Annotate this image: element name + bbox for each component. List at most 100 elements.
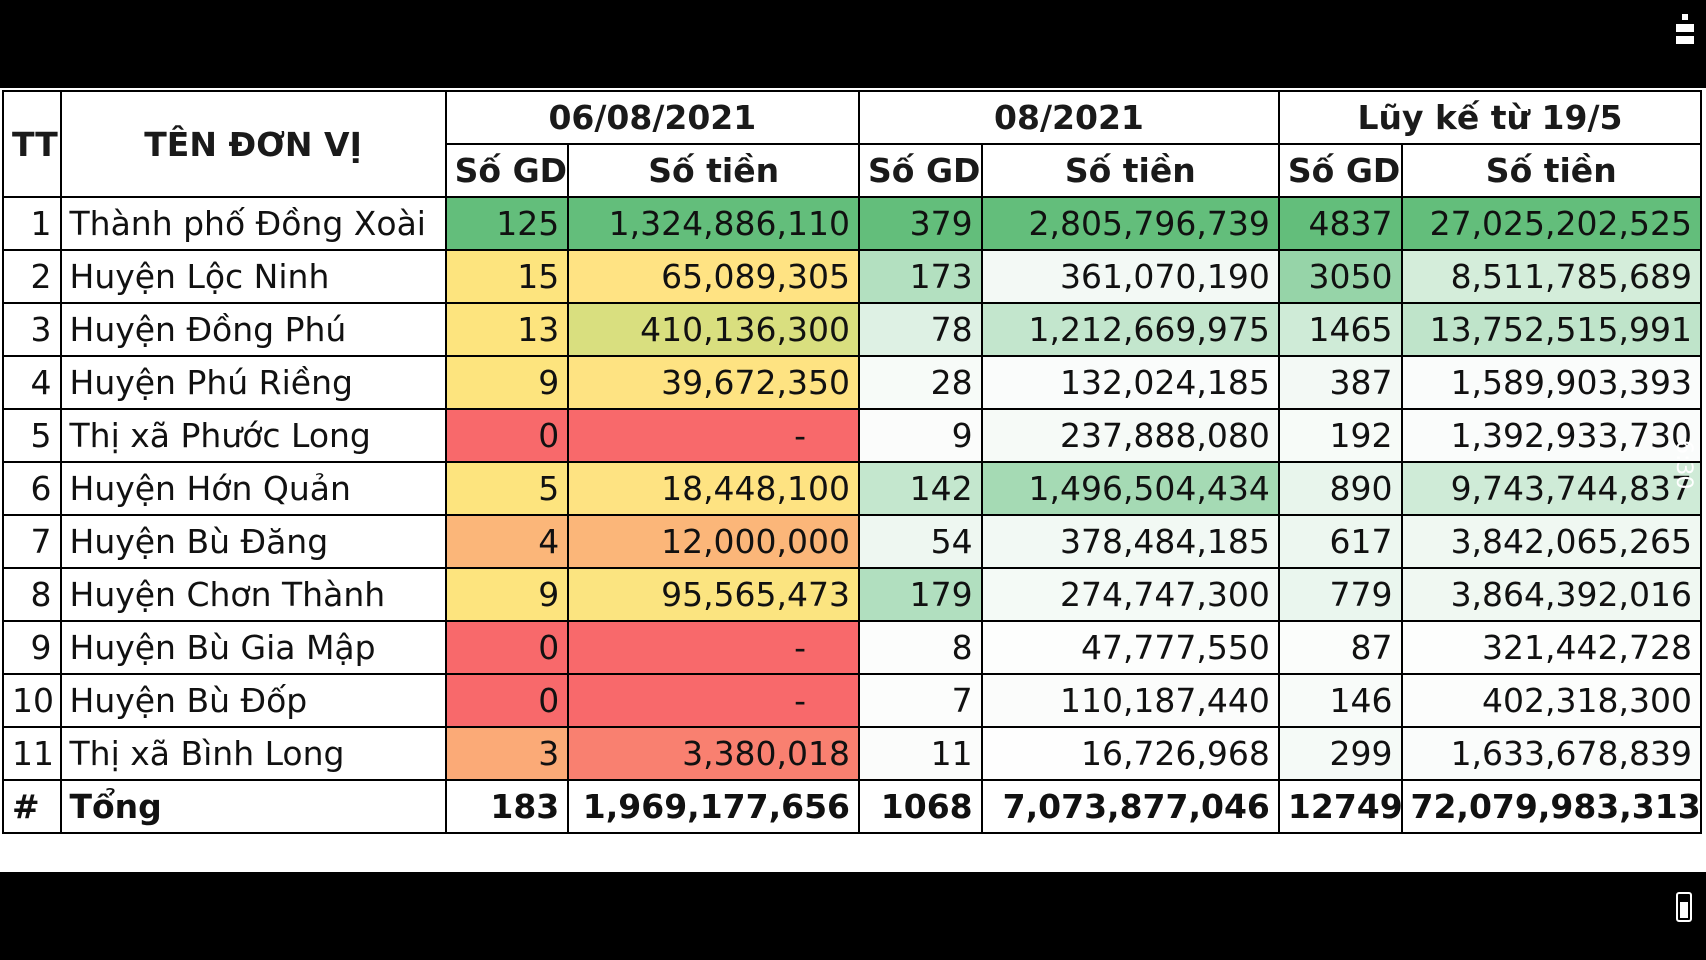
- cumulative-amount-cell: 321,442,728: [1400, 620, 1702, 675]
- total-marker: #: [2, 779, 62, 834]
- cumulative-count-cell: 779: [1277, 567, 1403, 622]
- table-row: 11 Thị xã Bình Long 3 3,380,018 11 16,726,968…: [2, 726, 1702, 781]
- unit-name: Huyện Lộc Ninh: [59, 249, 447, 304]
- total-month-count-cell: 1068: [858, 779, 983, 834]
- unit-name: Huyện Bù Đăng: [59, 514, 447, 569]
- day-amount-cell: 95,565,473: [567, 567, 861, 622]
- total-day-count-cell: 183: [444, 779, 570, 834]
- day-count-cell: 3: [444, 726, 570, 781]
- header-group-month: 08/2021: [858, 90, 1280, 145]
- day-count-cell: 9: [444, 567, 570, 622]
- cumulative-count-cell: 146: [1277, 673, 1403, 728]
- unit-name: Huyện Bù Đốp: [59, 673, 447, 728]
- subheader-count: Số GD: [444, 143, 570, 198]
- day-count-cell: 0: [444, 620, 570, 675]
- cumulative-count-cell: 87: [1277, 620, 1403, 675]
- cumulative-count-cell: 1465: [1277, 302, 1403, 357]
- table-row: 2 Huyện Lộc Ninh 15 65,089,305 173 361,070,19…: [2, 249, 1702, 304]
- day-amount-cell: 12,000,000: [567, 514, 861, 569]
- month-amount-cell: 2,805,796,739: [980, 196, 1280, 251]
- cumulative-amount-cell: 1,633,678,839: [1400, 726, 1702, 781]
- day-amount-cell: 39,672,350: [567, 355, 861, 410]
- subheader-amount: Số tiền: [567, 143, 861, 198]
- unit-name: Huyện Phú Riềng: [59, 355, 447, 410]
- month-amount-cell: 16,726,968: [980, 726, 1280, 781]
- data-table: TT TÊN ĐƠN VỊ 06/08/2021 08/2021 Lũy kế …: [2, 90, 1703, 834]
- day-count-cell: 125: [444, 196, 570, 251]
- table-row: 9 Huyện Bù Gia Mập 0-8 47,777,550 87 321,442,…: [2, 620, 1702, 675]
- cumulative-count-cell: 890: [1277, 461, 1403, 516]
- month-count-cell: 142: [858, 461, 983, 516]
- header-group-cumulative: Lũy kế từ 19/5: [1277, 90, 1703, 145]
- day-count-cell: 0: [444, 408, 570, 463]
- month-count-cell: 7: [858, 673, 983, 728]
- row-number: 2: [2, 249, 62, 304]
- cumulative-amount-cell: 13,752,515,991: [1400, 302, 1702, 357]
- cumulative-amount-cell: 1,392,933,730: [1400, 408, 1702, 463]
- table-row: 4 Huyện Phú Riềng 9 39,672,350 28 132,024,185…: [2, 355, 1702, 410]
- month-amount-cell: 237,888,080: [980, 408, 1280, 463]
- day-count-cell: 15: [444, 249, 570, 304]
- cumulative-count-cell: 192: [1277, 408, 1403, 463]
- unit-name: Thành phố Đồng Xoài: [59, 196, 447, 251]
- month-amount-cell: 274,747,300: [980, 567, 1280, 622]
- cumulative-count-cell: 387: [1277, 355, 1403, 410]
- row-number: 3: [2, 302, 62, 357]
- row-number: 6: [2, 461, 62, 516]
- day-count-cell: 0: [444, 673, 570, 728]
- unit-name: Huyện Bù Gia Mập: [59, 620, 447, 675]
- unit-name: Huyện Hớn Quản: [59, 461, 447, 516]
- status-time: 6:30: [1671, 440, 1696, 490]
- month-count-cell: 173: [858, 249, 983, 304]
- row-number: 4: [2, 355, 62, 410]
- unit-name: Thị xã Phước Long: [59, 408, 447, 463]
- day-amount-cell: 3,380,018: [567, 726, 861, 781]
- cumulative-count-cell: 299: [1277, 726, 1403, 781]
- month-amount-cell: 361,070,190: [980, 249, 1280, 304]
- row-number: 5: [2, 408, 62, 463]
- month-amount-cell: 378,484,185: [980, 514, 1280, 569]
- month-amount-cell: 47,777,550: [980, 620, 1280, 675]
- day-count-cell: 5: [444, 461, 570, 516]
- month-amount-cell: 110,187,440: [980, 673, 1280, 728]
- month-count-cell: 78: [858, 302, 983, 357]
- month-count-cell: 28: [858, 355, 983, 410]
- total-month-amount-cell: 7,073,877,046: [980, 779, 1280, 834]
- table-row: 10 Huyện Bù Đốp 0-7 110,187,440 146 402,318,3…: [2, 673, 1702, 728]
- day-amount-cell: 410,136,300: [567, 302, 861, 357]
- cumulative-count-cell: 4837: [1277, 196, 1403, 251]
- day-count-cell: 13: [444, 302, 570, 357]
- unit-name: Thị xã Bình Long: [59, 726, 447, 781]
- signal-icon: [1676, 14, 1694, 44]
- month-count-cell: 9: [858, 408, 983, 463]
- row-number: 10: [2, 673, 62, 728]
- status-bar: 6:30: [1666, 0, 1706, 960]
- table-row: 6 Huyện Hớn Quản 5 18,448,100 142 1,496,504,4…: [2, 461, 1702, 516]
- table-row: 7 Huyện Bù Đăng 4 12,000,000 54 378,484,185 61…: [2, 514, 1702, 569]
- table-row: 5 Thị xã Phước Long 0-9 237,888,080 192 1,392…: [2, 408, 1702, 463]
- cumulative-amount-cell: 8,511,785,689: [1400, 249, 1702, 304]
- header-tt: TT: [2, 90, 62, 198]
- header-unit: TÊN ĐƠN VỊ: [59, 90, 447, 198]
- day-amount-cell: -: [567, 408, 861, 463]
- month-amount-cell: 1,496,504,434: [980, 461, 1280, 516]
- total-cumulative-amount-cell: 72,079,983,313: [1400, 779, 1702, 834]
- table-row: 1 Thành phố Đồng Xoài 125 1,324,886,110 379 2…: [2, 196, 1702, 251]
- month-count-cell: 379: [858, 196, 983, 251]
- row-number: 9: [2, 620, 62, 675]
- cumulative-amount-cell: 3,864,392,016: [1400, 567, 1702, 622]
- month-count-cell: 54: [858, 514, 983, 569]
- month-amount-cell: 132,024,185: [980, 355, 1280, 410]
- cumulative-amount-cell: 402,318,300: [1400, 673, 1702, 728]
- row-number: 11: [2, 726, 62, 781]
- day-amount-cell: -: [567, 673, 861, 728]
- cumulative-amount-cell: 3,842,065,265: [1400, 514, 1702, 569]
- month-count-cell: 179: [858, 567, 983, 622]
- row-number: 8: [2, 567, 62, 622]
- subheader-count: Số GD: [1277, 143, 1403, 198]
- table-body: 1 Thành phố Đồng Xoài 125 1,324,886,110 379 2…: [2, 196, 1702, 834]
- day-amount-cell: 18,448,100: [567, 461, 861, 516]
- total-row: # Tổng 183 1,969,177,656 1068 7,073,877,046 12…: [2, 779, 1702, 834]
- day-amount-cell: 1,324,886,110: [567, 196, 861, 251]
- unit-name: Huyện Chơn Thành: [59, 567, 447, 622]
